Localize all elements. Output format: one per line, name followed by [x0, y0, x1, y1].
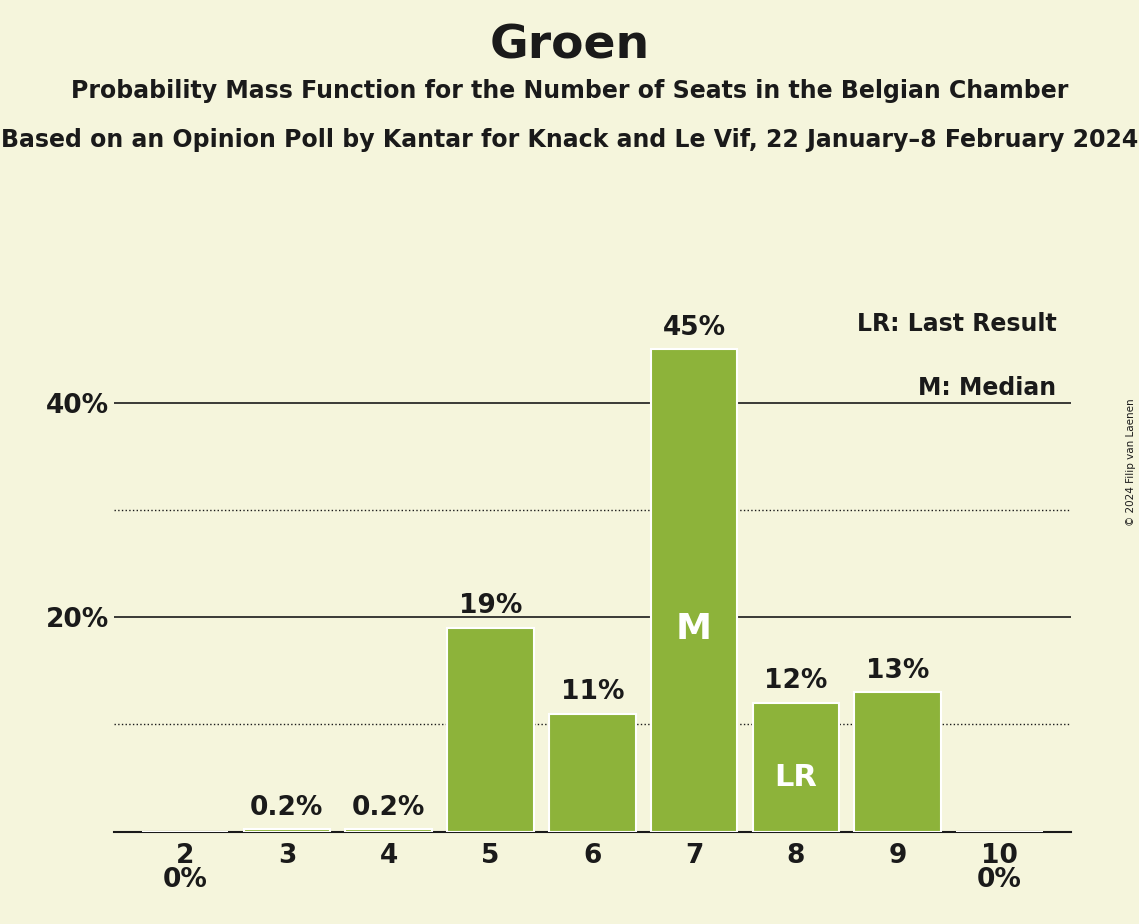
- Text: 0%: 0%: [163, 867, 207, 893]
- Bar: [549, 713, 636, 832]
- Bar: [345, 830, 432, 832]
- Text: © 2024 Filip van Laenen: © 2024 Filip van Laenen: [1126, 398, 1136, 526]
- Text: 45%: 45%: [663, 315, 726, 341]
- Bar: [244, 830, 330, 832]
- Text: 12%: 12%: [764, 668, 828, 695]
- Text: 19%: 19%: [459, 593, 522, 619]
- Bar: [448, 628, 534, 832]
- Text: M: Median: M: Median: [918, 376, 1056, 400]
- Text: 0.2%: 0.2%: [352, 795, 425, 821]
- Text: LR: Last Result: LR: Last Result: [857, 311, 1056, 335]
- Text: Probability Mass Function for the Number of Seats in the Belgian Chamber: Probability Mass Function for the Number…: [71, 79, 1068, 103]
- Text: M: M: [677, 612, 712, 646]
- Bar: [650, 349, 737, 832]
- Text: Groen: Groen: [490, 23, 649, 68]
- Bar: [753, 703, 839, 832]
- Text: LR: LR: [775, 763, 818, 792]
- Text: Based on an Opinion Poll by Kantar for Knack and Le Vif, 22 January–8 February 2: Based on an Opinion Poll by Kantar for K…: [1, 128, 1138, 152]
- Text: 0%: 0%: [977, 867, 1022, 893]
- Bar: [854, 692, 941, 832]
- Text: 11%: 11%: [560, 679, 624, 705]
- Text: 0.2%: 0.2%: [251, 795, 323, 821]
- Text: 13%: 13%: [866, 658, 929, 684]
